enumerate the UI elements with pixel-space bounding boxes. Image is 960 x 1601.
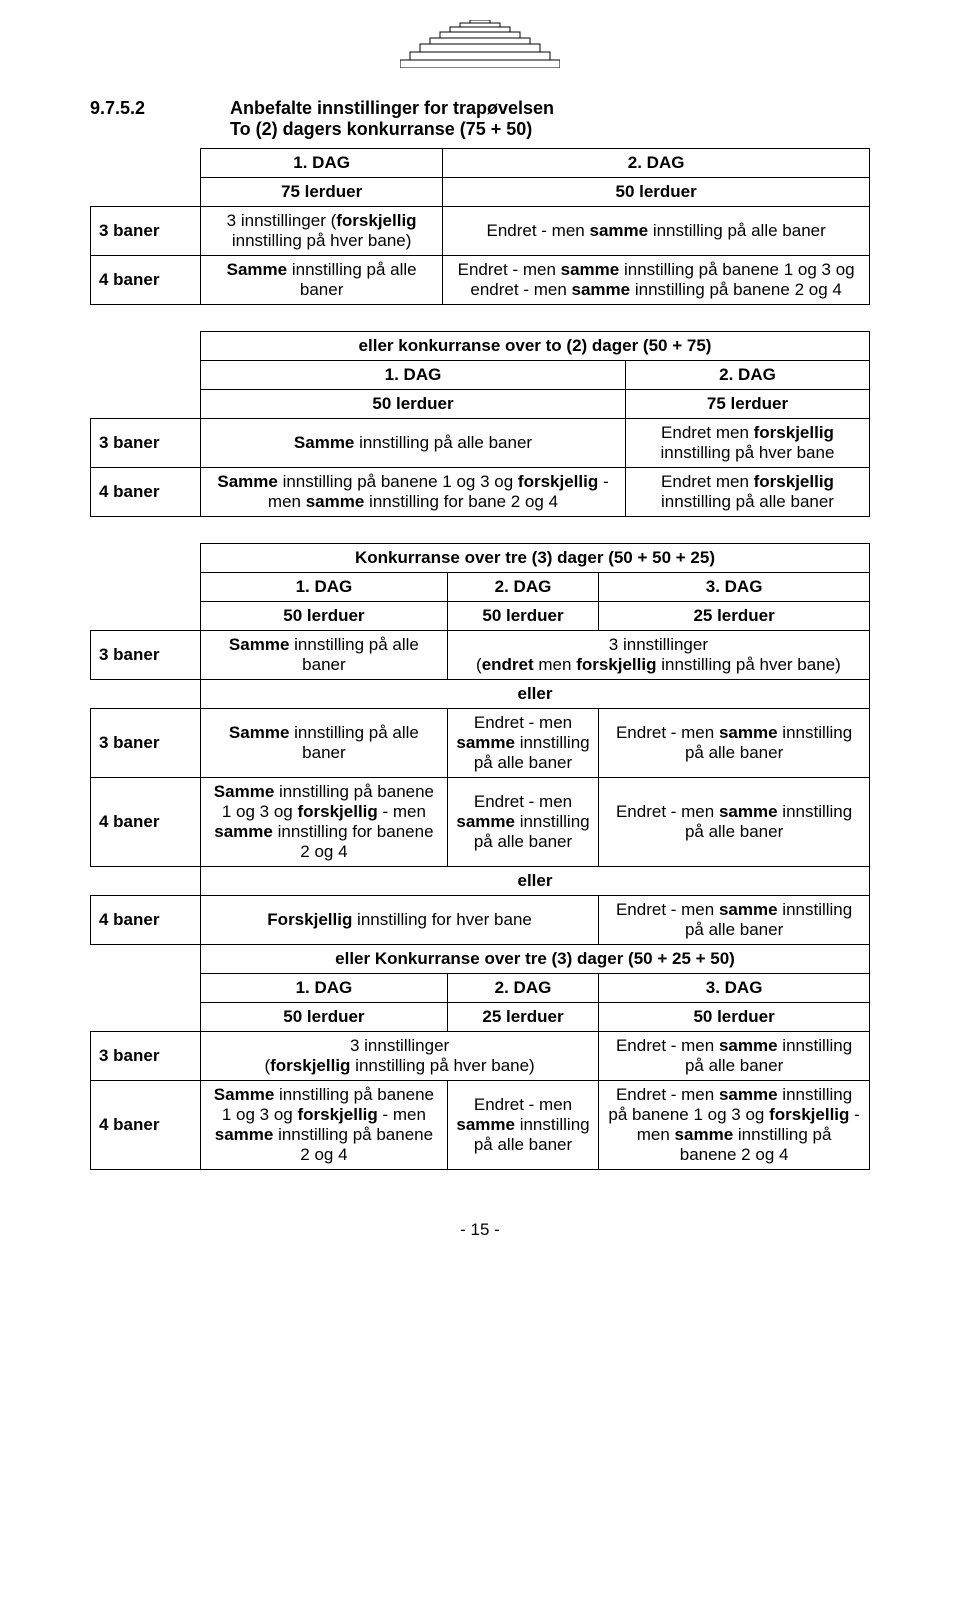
table-row: 4 baner Samme innstilling på banene 1 og…	[91, 468, 870, 517]
table-row: 1. DAG 2. DAG 3. DAG	[91, 573, 870, 602]
table-row: eller konkurranse over to (2) dager (50 …	[91, 332, 870, 361]
cell: Endret - men samme innstilling på alle b…	[599, 709, 870, 778]
table-row: 4 baner Forskjellig innstilling for hver…	[91, 896, 870, 945]
clay-count: 50 lerduer	[599, 1003, 870, 1032]
clay-count: 50 lerduer	[201, 390, 626, 419]
day-header: 3. DAG	[599, 974, 870, 1003]
cell: Samme innstilling på banene 1 og 3 og fo…	[201, 1081, 448, 1170]
subheading: Konkurranse over tre (3) dager (50 + 50 …	[201, 544, 870, 573]
lane-label: 4 baner	[91, 896, 201, 945]
table-row: eller Konkurranse over tre (3) dager (50…	[91, 945, 870, 974]
clay-count: 50 lerduer	[447, 602, 598, 631]
lane-label: 4 baner	[91, 1081, 201, 1170]
table-row: eller	[91, 680, 870, 709]
clay-count: 75 lerduer	[201, 178, 443, 207]
cell: Endret men forskjellig innstilling på hv…	[625, 419, 869, 468]
table-two-days-75-50: 1. DAG 2. DAG 75 lerduer 50 lerduer 3 ba…	[90, 148, 870, 305]
cell: Samme innstilling på alle baner	[201, 419, 626, 468]
section-heading: 9.7.5.2 Anbefalte innstillinger for trap…	[90, 98, 870, 140]
table-row: 3 baner Samme innstilling på alle baner …	[91, 419, 870, 468]
cell: Endret - men samme innstilling på alle b…	[443, 207, 870, 256]
table-row: 1. DAG 2. DAG	[91, 149, 870, 178]
cell: Endret - men samme innstilling på banene…	[599, 1081, 870, 1170]
table-two-days-50-75: eller konkurranse over to (2) dager (50 …	[90, 331, 870, 517]
day-header: 2. DAG	[625, 361, 869, 390]
clay-count: 25 lerduer	[447, 1003, 598, 1032]
pyramid-decor	[90, 20, 870, 68]
lane-label: 4 baner	[91, 468, 201, 517]
table-row: 50 lerduer 25 lerduer 50 lerduer	[91, 1003, 870, 1032]
table-row: Konkurranse over tre (3) dager (50 + 50 …	[91, 544, 870, 573]
lane-label: 4 baner	[91, 778, 201, 867]
section-number: 9.7.5.2	[90, 98, 230, 119]
cell: Samme innstilling på banene 1 og 3 og fo…	[201, 778, 448, 867]
lane-label: 4 baner	[91, 256, 201, 305]
cell: Endret - men samme innstilling på alle b…	[599, 896, 870, 945]
cell: 3 innstillinger(endret men forskjellig i…	[447, 631, 869, 680]
day-header: 2. DAG	[447, 573, 598, 602]
cell: Samme innstilling på alle baner	[201, 709, 448, 778]
lane-label: 3 baner	[91, 631, 201, 680]
clay-count: 50 lerduer	[201, 602, 448, 631]
divider-text: eller	[201, 680, 870, 709]
day-header: 1. DAG	[201, 974, 448, 1003]
cell: Samme innstilling på alle baner	[201, 631, 448, 680]
subheading: eller Konkurranse over tre (3) dager (50…	[201, 945, 870, 974]
cell: Samme innstilling på banene 1 og 3 og fo…	[201, 468, 626, 517]
cell: 3 innstillinger (forskjellig innstilling…	[201, 207, 443, 256]
cell: Endret - men samme innstilling på alle b…	[447, 709, 598, 778]
day-header: 1. DAG	[201, 149, 443, 178]
table-row: 3 baner 3 innstillinger (forskjellig inn…	[91, 207, 870, 256]
table-row: 50 lerduer 75 lerduer	[91, 390, 870, 419]
day-header: 1. DAG	[201, 573, 448, 602]
clay-count: 50 lerduer	[201, 1003, 448, 1032]
page-number: - 15 -	[90, 1220, 870, 1240]
cell: Endret - men samme innstilling på alle b…	[447, 1081, 598, 1170]
cell: Endret men forskjellig innstilling på al…	[625, 468, 869, 517]
table-row: 1. DAG 2. DAG	[91, 361, 870, 390]
table-row: eller	[91, 867, 870, 896]
cell: Endret - men samme innstilling på alle b…	[599, 1032, 870, 1081]
day-header: 2. DAG	[447, 974, 598, 1003]
pyramid-icon	[400, 20, 560, 68]
table-row: 3 baner 3 innstillinger(forskjellig inns…	[91, 1032, 870, 1081]
subheading: eller konkurranse over to (2) dager (50 …	[201, 332, 870, 361]
table-row: 1. DAG 2. DAG 3. DAG	[91, 974, 870, 1003]
day-header: 2. DAG	[443, 149, 870, 178]
table-row: 50 lerduer 50 lerduer 25 lerduer	[91, 602, 870, 631]
cell: Endret - men samme innstilling på banene…	[443, 256, 870, 305]
table-row: 3 baner Samme innstilling på alle baner …	[91, 631, 870, 680]
table-row: 75 lerduer 50 lerduer	[91, 178, 870, 207]
cell: 3 innstillinger(forskjellig innstilling …	[201, 1032, 599, 1081]
section-title: Anbefalte innstillinger for trapøvelsen …	[230, 98, 554, 140]
cell: Samme innstilling på alle baner	[201, 256, 443, 305]
table-row: 4 baner Samme innstilling på alle baner …	[91, 256, 870, 305]
lane-label: 3 baner	[91, 207, 201, 256]
cell: Forskjellig innstilling for hver bane	[201, 896, 599, 945]
clay-count: 25 lerduer	[599, 602, 870, 631]
table-row: 4 baner Samme innstilling på banene 1 og…	[91, 1081, 870, 1170]
lane-label: 3 baner	[91, 709, 201, 778]
clay-count: 50 lerduer	[443, 178, 870, 207]
lane-label: 3 baner	[91, 1032, 201, 1081]
table-row: 4 baner Samme innstilling på banene 1 og…	[91, 778, 870, 867]
divider-text: eller	[201, 867, 870, 896]
day-header: 3. DAG	[599, 573, 870, 602]
table-three-days: Konkurranse over tre (3) dager (50 + 50 …	[90, 543, 870, 1170]
cell: Endret - men samme innstilling på alle b…	[447, 778, 598, 867]
table-row: 3 baner Samme innstilling på alle baner …	[91, 709, 870, 778]
clay-count: 75 lerduer	[625, 390, 869, 419]
lane-label: 3 baner	[91, 419, 201, 468]
day-header: 1. DAG	[201, 361, 626, 390]
cell: Endret - men samme innstilling på alle b…	[599, 778, 870, 867]
